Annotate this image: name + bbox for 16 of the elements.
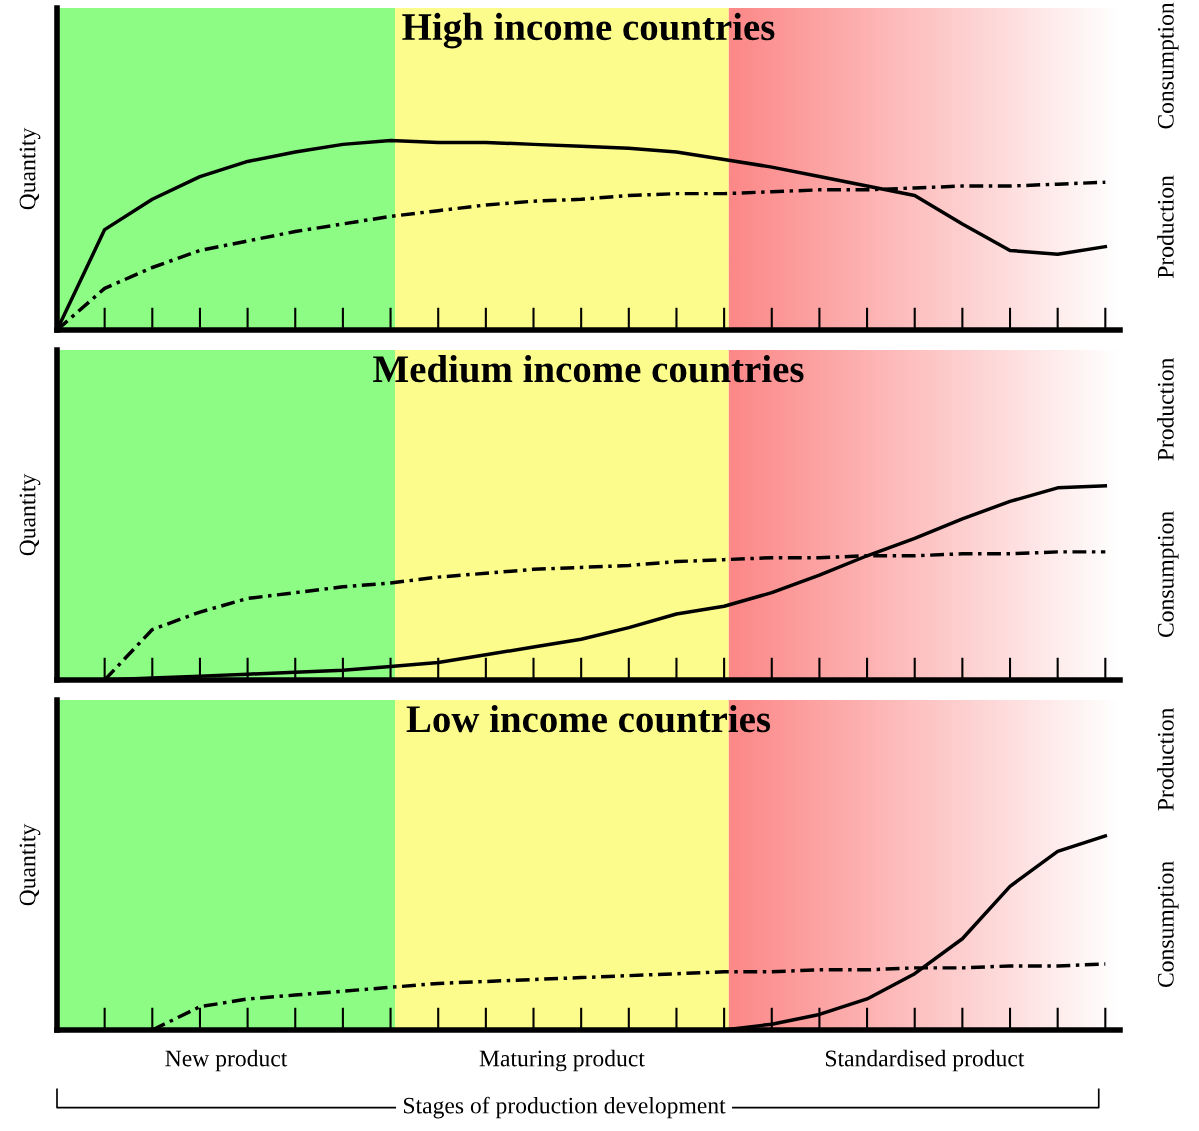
chart-title: Low income countries — [406, 704, 771, 733]
y-axis-title: Quantity — [19, 127, 41, 210]
y-axis-title: Quantity — [19, 473, 41, 556]
chart-title: Medium income countries — [373, 354, 804, 383]
text: Production — [1157, 357, 1174, 461]
text: New product — [165, 1049, 288, 1072]
text: Production — [1157, 707, 1174, 811]
text: Consumption — [1157, 861, 1179, 988]
y-axis-title: Quantity — [19, 823, 41, 906]
text: Maturing product — [479, 1049, 645, 1072]
text: Stages of production development — [403, 1096, 726, 1119]
text: Production — [1157, 175, 1174, 279]
text: Consumption — [1157, 511, 1179, 638]
chart-title: High income countries — [402, 12, 775, 49]
text: Standardised product — [825, 1049, 1025, 1072]
text: Consumption — [1157, 2, 1179, 129]
